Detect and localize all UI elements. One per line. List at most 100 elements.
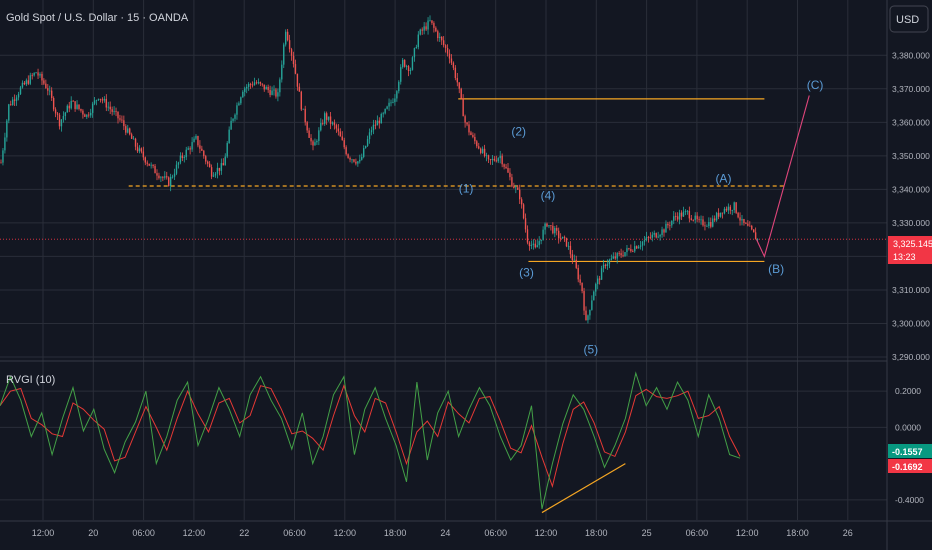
candle-body (353, 159, 355, 162)
candle-body (653, 233, 655, 235)
rvgi-line (0, 371, 741, 510)
candle-body (283, 44, 285, 65)
candle-body (655, 233, 657, 238)
candle-body (427, 20, 429, 30)
symbol-title[interactable]: Gold Spot / U.S. Dollar · 15 · OANDA (6, 12, 189, 24)
candle-body (31, 75, 33, 77)
candle-body (62, 115, 65, 120)
candle-body (688, 210, 691, 219)
candle-body (35, 72, 37, 74)
candle-body (261, 83, 263, 85)
candle-body (275, 89, 277, 97)
candle-body (64, 112, 67, 116)
candle-body (82, 110, 84, 115)
price-tick-label: 3,340.000 (892, 184, 930, 194)
candle-body (316, 140, 318, 143)
candle-body (183, 157, 185, 159)
candle-body (641, 241, 644, 246)
candle-body (249, 84, 252, 85)
candle-body (271, 90, 273, 95)
candle-body (47, 88, 49, 91)
candle-body (349, 157, 351, 160)
candle-body (468, 124, 470, 133)
candle-body (325, 113, 328, 120)
candle-body (649, 237, 652, 239)
wave-label: (2) (511, 125, 526, 139)
candle-body (636, 246, 638, 249)
candle-body (286, 31, 289, 41)
candle-body (230, 120, 232, 130)
candle-body (522, 204, 525, 219)
candle-body (392, 102, 394, 103)
candle-body (478, 146, 480, 149)
candle-body (487, 155, 490, 160)
candle-body (2, 150, 4, 163)
price-badge-value: 3,325.145 (893, 239, 932, 249)
candle-body (257, 82, 260, 84)
candle-body (581, 282, 583, 292)
candle-body (559, 238, 562, 240)
time-tick-label: 12:00 (183, 528, 206, 538)
candle-body (407, 66, 410, 72)
candle-body (374, 124, 377, 126)
currency-button[interactable] (889, 5, 929, 33)
candle-body (676, 216, 679, 220)
candle-body (476, 141, 478, 147)
candle-body (433, 23, 435, 28)
candle-body (74, 101, 76, 109)
candle-body (388, 102, 390, 107)
candle-body (232, 118, 234, 121)
candle-body (327, 116, 330, 120)
candle-body (205, 156, 207, 162)
candle-body (39, 73, 41, 76)
candle-body (86, 114, 88, 117)
candle-body (306, 122, 308, 131)
candle-body (23, 82, 26, 85)
price-tick-label: 3,360.000 (892, 117, 930, 127)
candle-body (164, 176, 166, 178)
candle-body (294, 64, 297, 74)
candle-body (91, 103, 94, 113)
price-badge (888, 236, 932, 264)
candle-body (620, 253, 622, 256)
wave-label: (A) (715, 172, 731, 186)
candle-body (160, 177, 162, 179)
candle-body (682, 211, 685, 217)
candle-body (279, 79, 281, 93)
candle-body (400, 67, 402, 82)
candle-body (628, 248, 630, 250)
candle-body (513, 186, 515, 188)
time-tick-label: 12:00 (334, 528, 357, 538)
candle-body (339, 131, 341, 137)
candle-body (563, 236, 566, 238)
candle-body (347, 154, 349, 158)
candle-body (409, 69, 412, 72)
candle-body (376, 120, 379, 126)
candle-body (324, 113, 326, 124)
candle-body (269, 89, 271, 95)
candle-body (439, 36, 441, 39)
price-tick-label: 3,330.000 (892, 218, 930, 228)
candle-body (587, 315, 589, 321)
candle-body (647, 237, 650, 238)
candle-body (503, 164, 505, 167)
candle-body (359, 159, 361, 162)
candle-body (530, 244, 533, 247)
candle-body (355, 161, 357, 164)
candle-body (423, 26, 425, 31)
candle-body (675, 216, 677, 218)
candle-body (302, 108, 304, 110)
candle-body (218, 167, 221, 171)
rvgi-title[interactable]: RVGI (10) (6, 374, 55, 386)
candle-body (710, 222, 712, 227)
time-tick-label: 12:00 (32, 528, 55, 538)
candle-body (146, 162, 148, 164)
candle-body (606, 263, 609, 267)
candle-body (263, 84, 265, 90)
candle-body (721, 212, 724, 214)
candle-body (78, 104, 80, 109)
candle-body (171, 176, 174, 178)
candle-body (528, 242, 531, 247)
candle-body (735, 202, 737, 213)
